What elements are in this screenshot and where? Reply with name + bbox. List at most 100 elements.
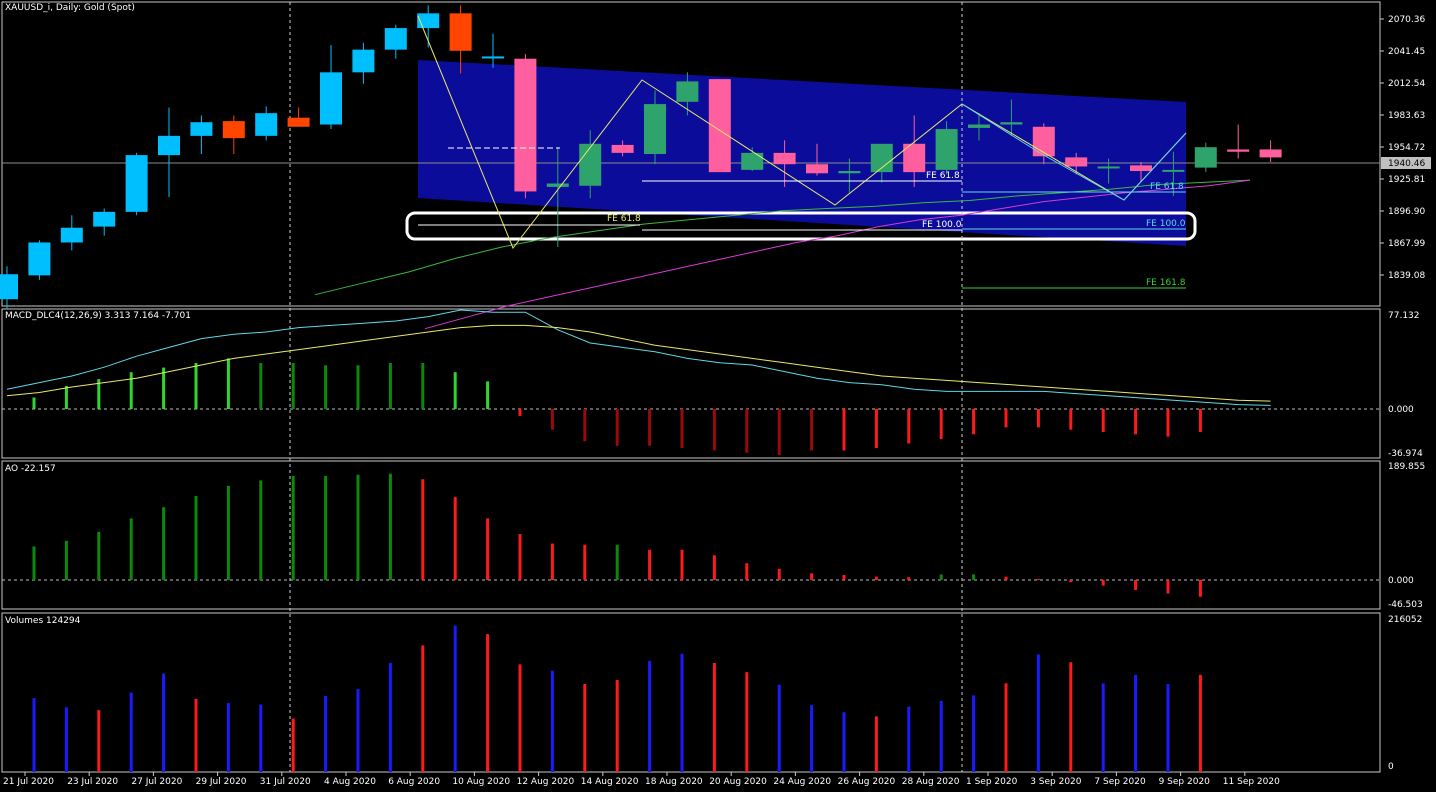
candle-body	[417, 13, 440, 29]
candle-body	[1162, 169, 1185, 172]
time-axis-label: 12 Aug 2020	[517, 777, 575, 787]
time-axis-label: 1 Sep 2020	[966, 777, 1018, 787]
ao-axis-label: -46.503	[1388, 600, 1423, 610]
candle-body	[1065, 157, 1088, 167]
candle-body	[1130, 165, 1152, 172]
main-pane-title: XAUUSD_i, Daily: Gold (Spot)	[5, 3, 135, 13]
time-axis-label: 29 Jul 2020	[196, 777, 247, 787]
time-axis-label: 10 Aug 2020	[452, 777, 510, 787]
main-pane-frame	[1, 1, 1381, 307]
candle-body	[935, 129, 958, 170]
macd-axis-label: 77.132	[1388, 311, 1420, 321]
time-axis-label: 23 Jul 2020	[67, 777, 118, 787]
time-axis-label: 7 Sep 2020	[1094, 777, 1146, 787]
candle-body	[287, 117, 310, 127]
ao-axis-label: 0.000	[1388, 576, 1414, 586]
candle-body	[222, 121, 245, 139]
candle-body	[611, 144, 634, 153]
volume-axis-label: 0	[1388, 762, 1394, 772]
candle-body	[0, 274, 18, 300]
macd-axis-label: 0.000	[1388, 405, 1414, 415]
candle-body	[255, 113, 278, 136]
candle-body	[28, 242, 51, 276]
candle-body	[546, 183, 569, 187]
time-axis-label: 28 Aug 2020	[902, 777, 960, 787]
candle-body	[514, 58, 537, 192]
candle-body	[352, 49, 375, 73]
price-label: 1983.63	[1388, 111, 1425, 121]
time-axis-label: 9 Sep 2020	[1159, 777, 1211, 787]
candle-body	[676, 81, 699, 102]
candle-body	[384, 28, 407, 50]
time-axis-label: 26 Aug 2020	[838, 777, 896, 787]
price-label: 1867.99	[1388, 239, 1425, 249]
time-axis-label: 6 Aug 2020	[388, 777, 440, 787]
price-label: 2041.45	[1388, 47, 1425, 57]
fe-label: FE 100.0	[922, 220, 962, 230]
fe-label: FE 61.8	[1150, 182, 1184, 192]
macd-main-line	[6, 309, 1271, 406]
price-label: 2012.54	[1388, 79, 1425, 89]
candle-body	[806, 164, 828, 174]
candle-body	[1227, 149, 1250, 152]
fe-label: FE 61.8	[926, 171, 960, 181]
candle-body	[741, 152, 764, 170]
price-label: 1896.90	[1388, 207, 1425, 217]
candle-body	[1259, 149, 1282, 158]
candle-body	[1194, 147, 1217, 168]
fe-zone-ellipse	[405, 211, 1197, 241]
candle-body	[60, 227, 83, 243]
price-label: 1954.72	[1388, 143, 1425, 153]
candle-body	[773, 152, 796, 165]
time-axis-label: 4 Aug 2020	[324, 777, 376, 787]
price-channel-area	[418, 60, 1186, 246]
candle-body	[968, 124, 990, 128]
candle-body	[1097, 166, 1120, 169]
fe-label: FE 161.8	[1146, 278, 1186, 288]
candle-body	[644, 104, 666, 154]
price-label: 1925.81	[1388, 175, 1425, 185]
time-axis-label: 18 Aug 2020	[645, 777, 703, 787]
macd-pane-frame	[1, 308, 1381, 459]
candle-body	[708, 79, 731, 173]
candle-body	[190, 122, 213, 136]
macd-axis-label: -36.974	[1388, 449, 1423, 459]
candle-body	[1032, 126, 1055, 157]
time-axis-label: 21 Jul 2020	[3, 777, 54, 787]
price-label: 2070.36	[1388, 15, 1425, 25]
candle-body	[449, 13, 472, 51]
time-axis-label: 20 Aug 2020	[709, 777, 767, 787]
candle-body	[158, 135, 180, 156]
price-label: 1839.08	[1388, 271, 1425, 281]
fe-label: FE 100.0	[1146, 219, 1186, 229]
time-axis-label: 24 Aug 2020	[773, 777, 831, 787]
candle-body	[320, 72, 342, 125]
time-axis-label: 31 Jul 2020	[260, 777, 311, 787]
ao-pane-frame	[1, 460, 1381, 610]
macd-signal-line	[6, 324, 1271, 402]
candle-body	[93, 211, 116, 227]
candle-body	[903, 143, 926, 173]
volume-axis-label: 216052	[1388, 615, 1422, 625]
candle-body	[579, 143, 602, 186]
macd-pane-title: MACD_DLC4(12,26,9) 3.313 7.164 -7.701	[5, 311, 191, 321]
time-axis-label: 14 Aug 2020	[581, 777, 639, 787]
volume-pane-title: Volumes 124294	[5, 616, 81, 626]
current-price-label: 1940.46	[1388, 159, 1425, 169]
time-axis-label: 11 Sep 2020	[1223, 777, 1280, 787]
ma-fast-line	[314, 179, 1251, 296]
time-axis-label: 3 Sep 2020	[1030, 777, 1082, 787]
zigzag-cyan	[961, 103, 1187, 201]
candle-body	[482, 56, 504, 59]
current-price-tag	[1381, 157, 1431, 169]
fe-label: FE 61.8	[607, 214, 641, 224]
time-axis-label: 27 Jul 2020	[131, 777, 182, 787]
candle-body	[125, 155, 148, 212]
candle-body	[838, 171, 861, 174]
ao-axis-label: 189.855	[1388, 462, 1425, 472]
candle-body	[1000, 122, 1023, 125]
candle-body	[870, 143, 893, 173]
ao-pane-title: AO -22.157	[5, 464, 56, 474]
vol-pane-frame	[1, 612, 1381, 773]
